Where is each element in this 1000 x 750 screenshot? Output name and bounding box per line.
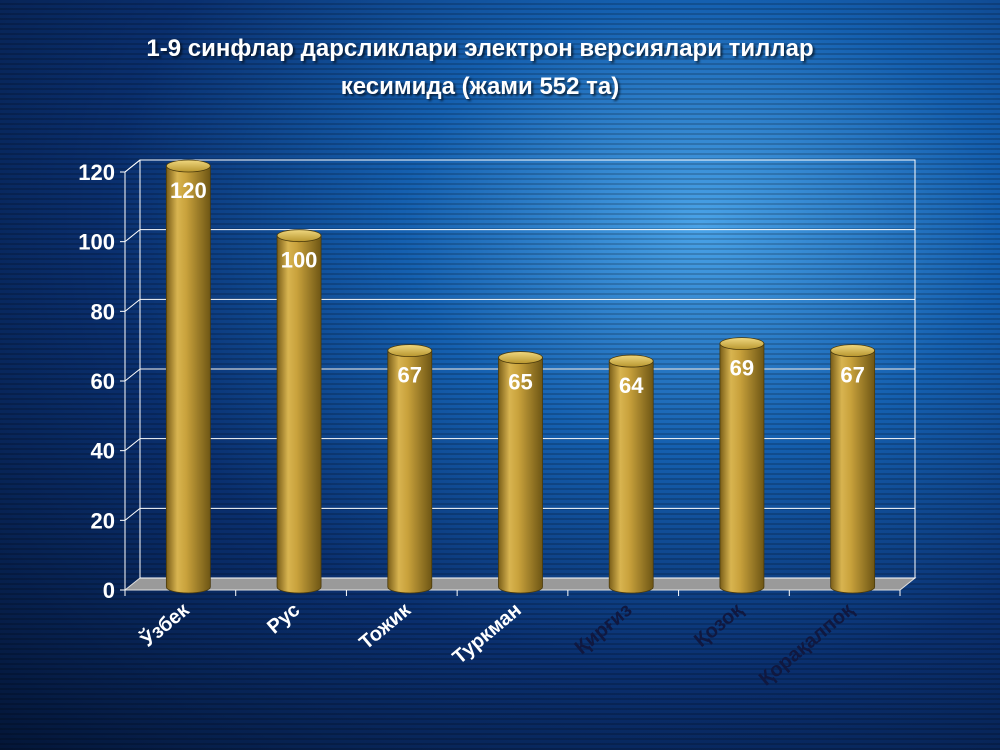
x-axis-ticks [124, 590, 901, 596]
bar-body [165, 165, 211, 594]
bar-cap [276, 229, 322, 243]
category-label: Қозоқ [690, 598, 748, 651]
bar-body [276, 235, 322, 594]
gridline [124, 438, 915, 452]
category-label: Қирғиз [571, 599, 637, 659]
bar [387, 344, 433, 594]
bar-cap [387, 344, 433, 358]
y-tick-label: 120 [78, 160, 115, 185]
gridline [124, 368, 915, 382]
category-label: Қорақалпоқ [755, 598, 859, 690]
y-axis-ticks: 0 20 40 60 80 100 120 [78, 160, 125, 603]
data-labels: 120 100 67 65 64 69 67 [170, 178, 865, 398]
data-label: 67 [398, 363, 422, 388]
plot-area: 0 20 40 60 80 100 120 120 100 67 65 64 69 67 Ўзбек Ру… [78, 159, 917, 691]
category-labels: Ўзбек Рус Тожик Туркман Қирғиз Қозоқ Қорақалпо… [135, 597, 859, 691]
bar [719, 337, 765, 594]
bar [608, 354, 654, 594]
bar-body [608, 360, 654, 594]
y-tick-label: 40 [91, 439, 115, 464]
category-label: Тожик [355, 598, 415, 654]
bar [498, 351, 543, 594]
bar-body [387, 350, 433, 594]
gridline [124, 229, 915, 243]
y-tick-label: 80 [91, 299, 115, 324]
bar-cap [608, 354, 654, 368]
data-label: 64 [619, 373, 644, 398]
bar-cap [830, 344, 876, 358]
y-tick-label: 20 [91, 508, 115, 533]
bar-body [719, 343, 765, 594]
chart-title-line1: 1-9 синфлар дарсликлари электрон версиял… [146, 35, 814, 62]
y-tick-label: 0 [103, 578, 115, 603]
data-label: 65 [508, 370, 532, 395]
data-label: 120 [170, 178, 207, 203]
bar-cap [719, 337, 765, 351]
data-label: 69 [730, 356, 754, 381]
data-label: 67 [840, 363, 864, 388]
bar-body [830, 350, 876, 594]
gridline [124, 507, 915, 521]
bar-cap [498, 351, 543, 364]
y-tick-label: 100 [78, 230, 115, 255]
bar [276, 229, 322, 594]
bar-cap [165, 159, 211, 173]
category-label: Рус [263, 599, 304, 638]
bar-body [498, 357, 543, 594]
category-label: Ўзбек [135, 597, 194, 652]
data-label: 100 [281, 248, 318, 273]
chart-title-line2: кесимида (жами 552 та) [340, 73, 620, 100]
y-tick-label: 60 [91, 369, 115, 394]
bar [830, 344, 876, 594]
bar [165, 159, 211, 594]
gridlines [124, 159, 915, 521]
bars [165, 159, 876, 594]
chart-title: 1-9 синфлар дарсликлари электрон версиял… [0, 30, 960, 106]
gridline [124, 298, 915, 312]
category-label: Туркман [449, 599, 526, 669]
gridline [124, 159, 915, 173]
